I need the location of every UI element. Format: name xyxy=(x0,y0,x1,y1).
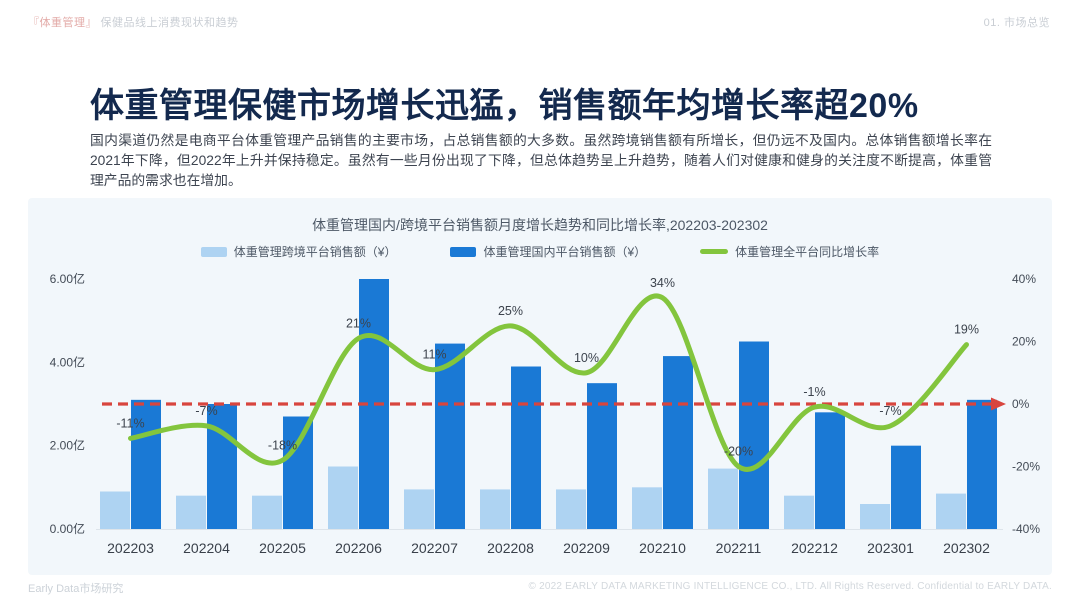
x-axis-label: 202206 xyxy=(335,540,382,556)
reference-arrow-icon xyxy=(991,397,1006,411)
crossborder-sales-bar xyxy=(860,504,890,529)
crossborder-swatch-icon xyxy=(200,246,227,257)
legend-item-domestic: 体重管理国内平台销售额（¥） xyxy=(450,243,646,260)
x-axis-label: 202208 xyxy=(487,540,534,556)
growth-point-label: -18% xyxy=(268,438,297,452)
right-axis-tick: -20% xyxy=(1012,460,1040,474)
crossborder-sales-bar xyxy=(936,493,966,529)
growth-point-label: 25% xyxy=(498,304,523,318)
crossborder-sales-bar xyxy=(632,487,662,529)
crossborder-sales-bar xyxy=(100,491,130,529)
domestic-sales-bar xyxy=(435,343,465,529)
left-axis-tick: 6.00亿 xyxy=(50,271,85,286)
crossborder-sales-bar xyxy=(556,489,586,529)
domestic-sales-bar xyxy=(967,399,997,529)
x-axis-label: 202302 xyxy=(943,540,990,556)
crossborder-sales-bar xyxy=(480,489,510,529)
growth-point-label: 19% xyxy=(954,323,979,337)
slide-header: 『体重管理』 保健品线上消费现状和趋势 01. 市场总览 xyxy=(28,14,1050,30)
domestic-sales-bar xyxy=(511,366,541,529)
legend-label-domestic: 体重管理国内平台销售额（¥） xyxy=(483,245,647,259)
left-axis-tick: 2.00亿 xyxy=(50,438,85,453)
domestic-sales-bar xyxy=(739,341,769,529)
left-axis-tick: 0.00亿 xyxy=(50,521,85,536)
growth-point-label: -11% xyxy=(116,416,144,430)
domestic-sales-bar xyxy=(663,356,693,529)
right-axis-tick: 0% xyxy=(1012,397,1030,411)
growth-point-label: 21% xyxy=(346,316,371,330)
combo-chart: -11% -7% -18% 21% 11% 25% 10% 34% -20% -1% -7% 19% 0… xyxy=(50,271,1041,556)
growth-rate-line xyxy=(128,293,969,472)
legend-label-crossborder: 体重管理跨境平台销售额（¥） xyxy=(233,245,397,259)
domestic-sales-bar xyxy=(207,404,237,529)
legend-label-growth: 体重管理全平台同比增长率 xyxy=(735,245,880,259)
header-section-number: 01. 市场总览 xyxy=(983,17,1050,29)
right-axis-tick: 20% xyxy=(1012,335,1036,349)
header-tag: 『体重管理』 xyxy=(28,17,97,29)
header-breadcrumb: 『体重管理』 保健品线上消费现状和趋势 xyxy=(28,14,239,30)
domestic-swatch-icon xyxy=(450,246,477,257)
x-axis-label: 202204 xyxy=(183,540,230,556)
legend-item-growth: 体重管理全平台同比增长率 xyxy=(700,243,879,260)
header-subtitle: 保健品线上消费现状和趋势 xyxy=(97,17,239,29)
crossborder-sales-bar xyxy=(328,466,358,529)
domestic-sales-bar xyxy=(587,383,617,529)
growth-point-label: 10% xyxy=(574,351,599,365)
left-axis-tick: 4.00亿 xyxy=(50,354,85,369)
chart-title: 体重管理国内/跨境平台销售额月度增长趋势和同比增长率,202203-202302 xyxy=(312,217,768,233)
x-axis-label: 202211 xyxy=(716,540,762,556)
growth-point-label: -20% xyxy=(724,445,753,459)
x-axis-label: 202205 xyxy=(259,540,306,556)
domestic-sales-bar xyxy=(131,399,161,529)
domestic-sales-bar xyxy=(283,416,313,529)
growth-point-label: 11% xyxy=(422,348,446,362)
legend-item-crossborder: 体重管理跨境平台销售额（¥） xyxy=(200,243,397,260)
growth-line-swatch-icon xyxy=(700,249,729,254)
right-axis-tick: -40% xyxy=(1012,522,1040,536)
right-axis-tick: 40% xyxy=(1012,272,1036,286)
chart-legend: 体重管理跨境平台销售额（¥） 体重管理国内平台销售额（¥） 体重管理全平台同比增… xyxy=(28,243,1052,260)
chart-panel: 体重管理国内/跨境平台销售额月度增长趋势和同比增长率,202203-202302… xyxy=(28,198,1052,575)
footer-copyright: © 2022 EARLY DATA MARKETING INTELLIGENCE… xyxy=(528,581,1052,592)
footer-brand: Early Data市场研究 xyxy=(28,583,124,595)
x-axis-label: 202212 xyxy=(791,540,838,556)
crossborder-sales-bar xyxy=(708,468,738,529)
crossborder-sales-bar xyxy=(784,495,814,529)
domestic-sales-bar xyxy=(891,445,921,529)
x-axis-label: 202301 xyxy=(867,540,914,556)
growth-point-label: -7% xyxy=(195,404,217,418)
crossborder-sales-bar xyxy=(404,489,434,529)
x-axis-label: 202207 xyxy=(411,540,458,556)
growth-point-label: 34% xyxy=(650,276,675,290)
summary-paragraph: 国内渠道仍然是电商平台体重管理产品销售的主要市场，占总销售额的大多数。虽然跨境销… xyxy=(90,133,992,188)
x-axis-label: 202203 xyxy=(107,540,154,556)
growth-point-label: -1% xyxy=(803,385,825,399)
page-title: 体重管理保健市场增长迅猛，销售额年均增长率超20% xyxy=(90,87,919,125)
domestic-sales-bar xyxy=(815,412,845,529)
x-axis-label: 202209 xyxy=(563,540,610,556)
crossborder-sales-bar xyxy=(176,495,206,529)
crossborder-sales-bar xyxy=(252,495,282,529)
growth-point-label: -7% xyxy=(879,404,901,418)
x-axis-label: 202210 xyxy=(639,540,686,556)
